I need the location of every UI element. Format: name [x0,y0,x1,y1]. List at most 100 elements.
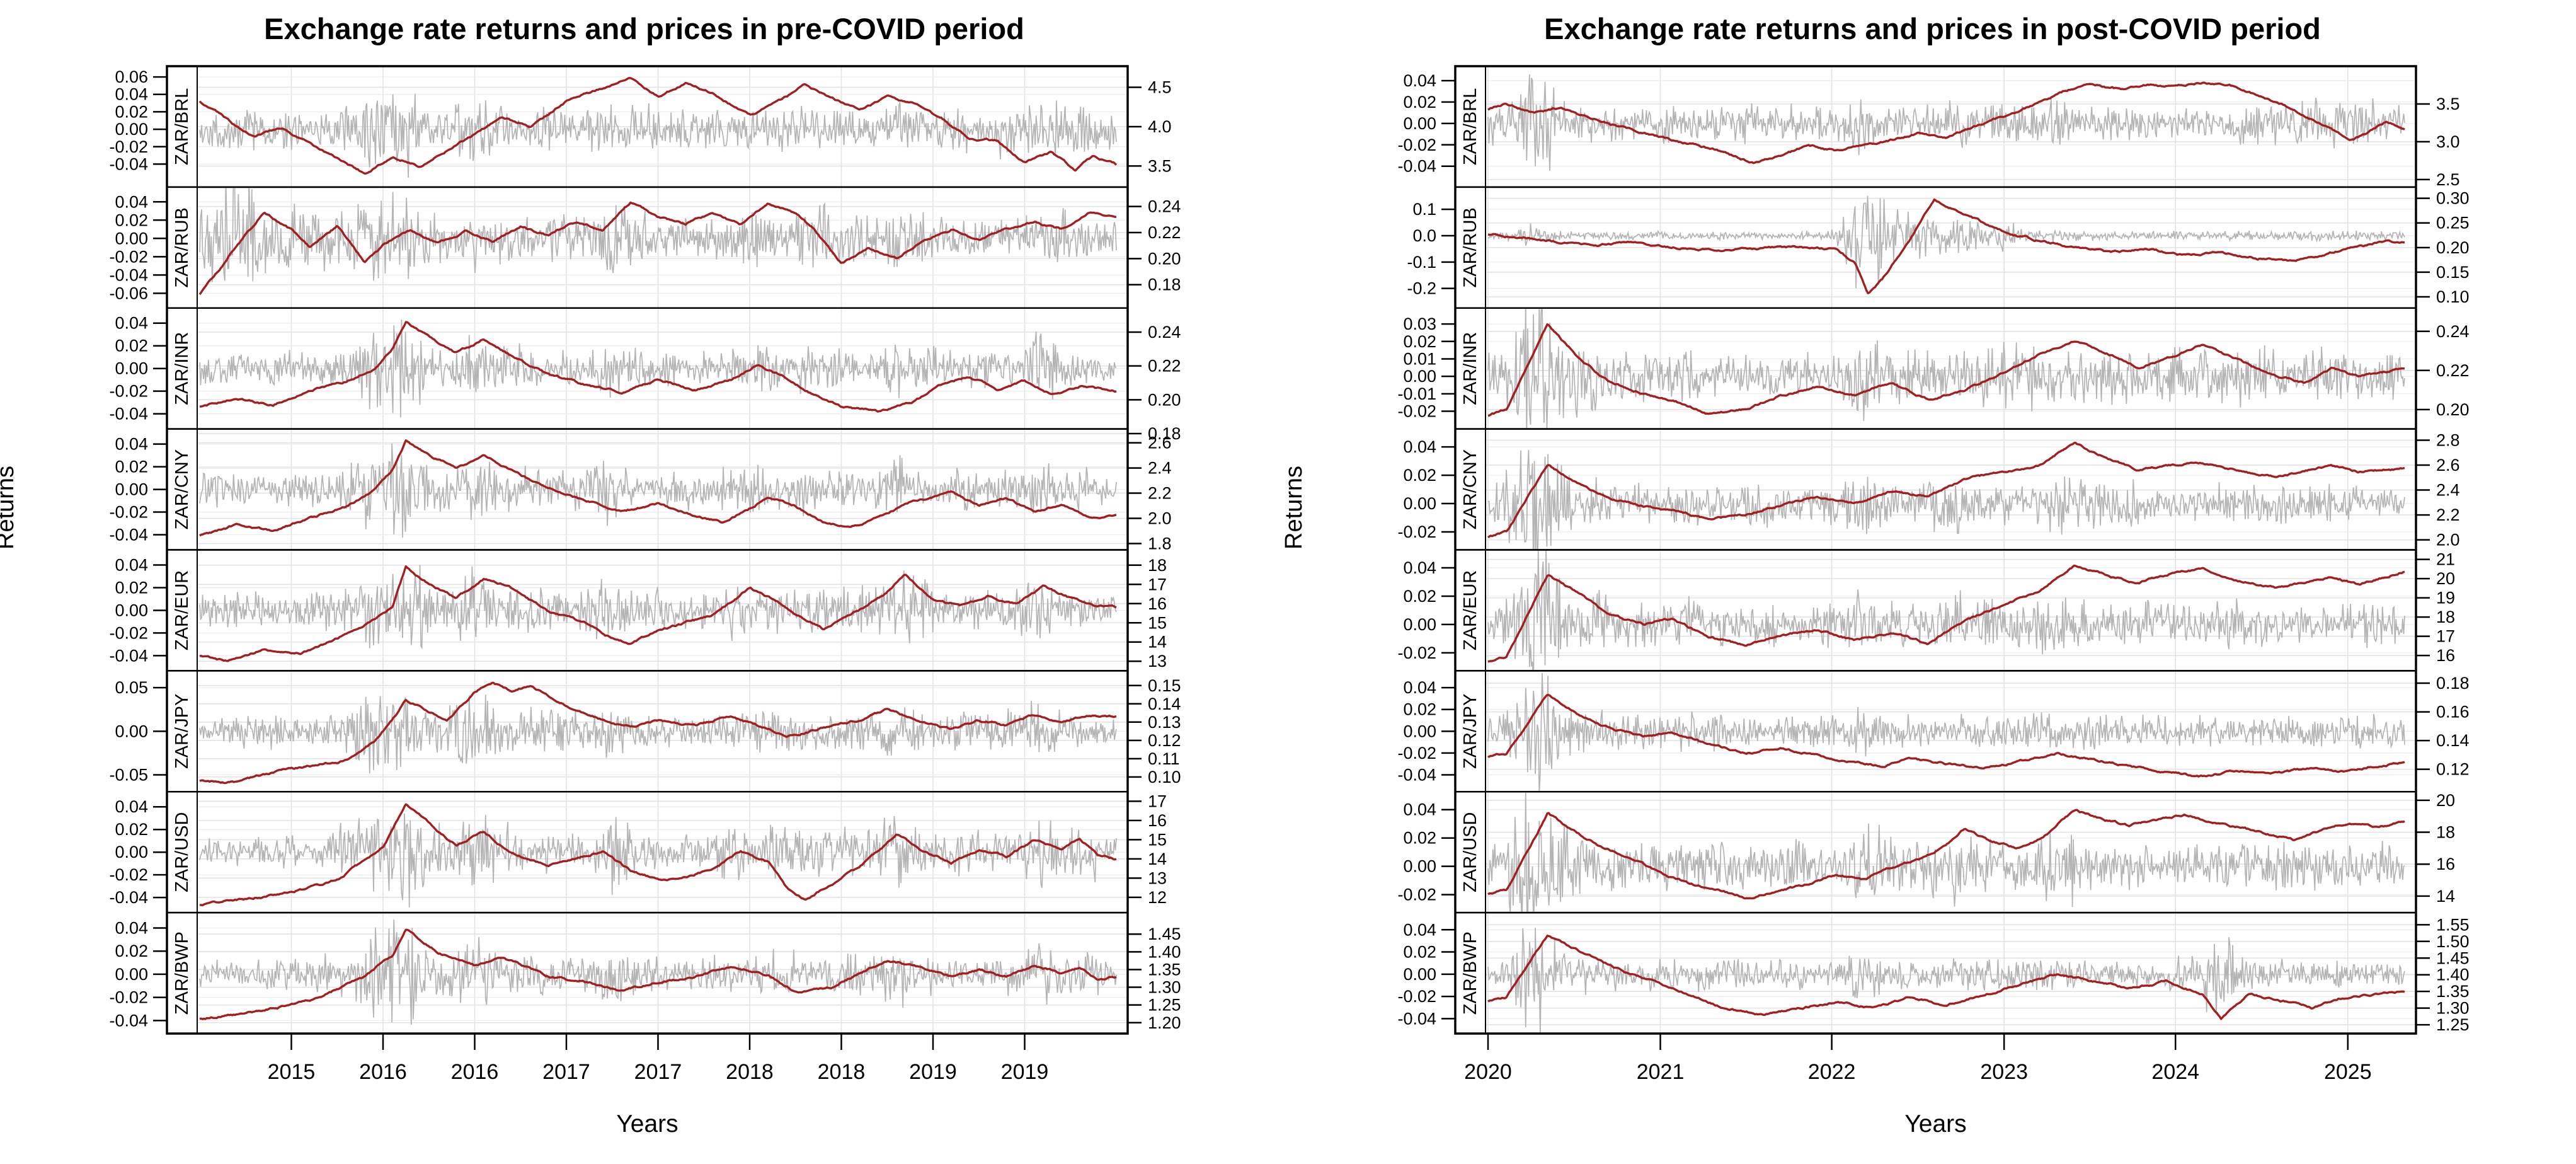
left-tick-label: 0.03 [1403,314,1436,333]
strip-label: ZAR/USD [172,812,192,892]
right-tick-label: 0.20 [1148,390,1181,409]
left-tick-label: -0.04 [109,646,148,665]
strip-box [1455,670,1486,793]
right-tick-label: 2.0 [2436,531,2460,550]
right-tick-label: 1.45 [1148,925,1181,943]
left-tick-label: -0.02 [1397,135,1436,154]
left-tick-label: 0.00 [1403,367,1436,386]
subplot-ZAR-BWP: 0.040.020.00-0.02-0.041.451.401.351.301.… [109,911,1181,1035]
price-series [1487,693,2405,778]
left-tick-label: 0.00 [1403,615,1436,634]
strip-label: ZAR/INR [172,332,192,405]
right-tick-label: 12 [1148,888,1167,907]
left-tick-label: 0.04 [115,314,148,333]
right-tick-label: 17 [1148,575,1167,594]
strip-label: ZAR/CNY [1460,449,1480,529]
right-tick-label: 4.0 [1148,117,1172,136]
left-tick-label: 0.00 [1403,114,1436,133]
x-tick-label: 2015 [268,1060,316,1084]
left-tick-label: 0.02 [1403,93,1436,112]
left-tick-label: 0.02 [115,820,148,839]
right-tick-label: 0.25 [2436,214,2470,233]
left-tick-label: 0.02 [115,942,148,960]
right-tick-label: 1.40 [1148,942,1181,961]
x-tick-label: 2019 [909,1060,957,1084]
returns-series [199,443,1117,538]
left-tick-label: -0.02 [109,623,148,642]
left-tick-label: 0.02 [115,578,148,597]
right-tick-label: 0.10 [1148,768,1181,787]
right-tick-label: 0.20 [1148,249,1181,268]
subplot-ZAR-CNY: 0.04 0.02 0.00 -0.02 2.8 2.6 2.4 2.2 2.0 ZAR/CNY [1397,428,2460,551]
x-tick-label: 2016 [451,1060,499,1084]
subplot-ZAR-USD: 0.04 0.02 0.00 -0.02 20 18 16 14 ZAR/USD [1397,791,2455,914]
subplot-ZAR-INR: 0.04 0.02 0.00 -0.02 -0.04 0.24 0.22 0.20 0.18 ZA… [109,307,1181,443]
returns-series [1487,449,2405,549]
subplot-ZAR-RUB: 0.1 0.0 -0.1 -0.2 0.30 0.25 0.20 0.15 0.10 ZAR/RU… [1407,186,2470,309]
right-tick-label: 2.4 [2436,481,2460,500]
x-tick-label: 2016 [359,1060,407,1084]
pre-covid-xlabel: Years [616,1110,678,1138]
left-tick-label: -0.04 [1397,157,1436,176]
right-tick-label: 13 [1148,868,1167,887]
left-tick-label: 0.02 [1403,829,1436,848]
left-tick-label: 0.02 [1403,466,1436,485]
x-tick-label: 2025 [2324,1060,2372,1084]
left-tick-label: 0.04 [1403,437,1436,456]
left-tick-label: 0.04 [115,555,148,574]
left-tick-label: -0.02 [1397,522,1436,541]
x-tick-label: 2018 [818,1060,866,1084]
pre-covid-title: Exchange rate returns and prices in pre-… [264,12,1024,45]
right-tick-label: 0.14 [1148,694,1181,713]
left-tick-label: -0.02 [1397,643,1436,662]
right-tick-label: 15 [1148,613,1167,632]
left-tick-label: 0.00 [115,965,148,984]
strip-label: ZAR/EUR [1460,570,1480,650]
left-tick-label: 0.00 [115,843,148,861]
right-tick-label: 0.13 [1148,713,1181,732]
pre-covid-chart: 0.060.040.020.00-0.02-0.044.54.03.5ZAR/B… [109,65,1181,1084]
right-tick-label: 14 [1148,850,1167,868]
left-tick-label: -0.02 [109,137,148,156]
price-series [1487,441,2405,539]
price-series [199,565,1117,662]
right-tick-label: 0.12 [2436,760,2470,779]
strip-label: ZAR/JPY [172,694,192,769]
right-tick-label: 13 [1148,652,1167,671]
left-tick-label: -0.02 [1397,987,1436,1006]
right-tick-label: 0.20 [2436,400,2470,419]
subplot-ZAR-RUB: 0.040.020.00-0.02-0.04-0.06 0.24 0.22 0.20 0… [109,186,1181,309]
subplot-ZAR-BRL: 0.060.040.020.00-0.02-0.04 4.5 4.0 3.5 ZAR/B… [109,65,1172,188]
right-tick-label: 0.14 [2436,731,2470,750]
strip-box [1455,912,1486,1034]
right-tick-label: 0.16 [2436,703,2470,722]
left-tick-label: -0.02 [109,503,148,522]
right-tick-label: 19 [2436,589,2455,608]
right-tick-label: 0.30 [2436,189,2470,208]
left-tick-label: 0.00 [1403,722,1436,740]
panel-frame [166,65,1129,1035]
right-tick-label: 0.18 [1148,424,1181,443]
subplot-ZAR-BRL: 0.04 0.02 0.00 -0.02 -0.04 3.5 3.0 2.5 ZAR/BRL [1397,65,2460,189]
price-series [198,201,1117,296]
left-tick-label: 0.02 [1403,943,1436,962]
left-tick-label: -0.02 [1397,744,1436,763]
left-tick-label: -0.02 [1397,401,1436,420]
right-tick-label: 1.35 [1148,960,1181,979]
left-tick-label: -0.06 [109,284,148,303]
left-tick-label: 0.01 [1403,349,1436,368]
right-tick-label: 0.15 [1148,676,1181,695]
returns-series [1487,74,2405,171]
strip-label: ZAR/RUB [172,207,192,287]
x-tick-label: 2024 [2151,1060,2199,1084]
right-tick-label: 0.24 [1148,323,1181,342]
right-tick-label: 16 [2436,646,2455,665]
right-tick-label: 2.6 [1148,434,1172,452]
right-tick-label: 0.22 [2436,361,2470,380]
returns-series [199,565,1117,650]
left-tick-label: 0.04 [115,85,148,104]
x-tick-label: 2018 [726,1060,774,1084]
x-tick-label: 2021 [1637,1060,1685,1084]
